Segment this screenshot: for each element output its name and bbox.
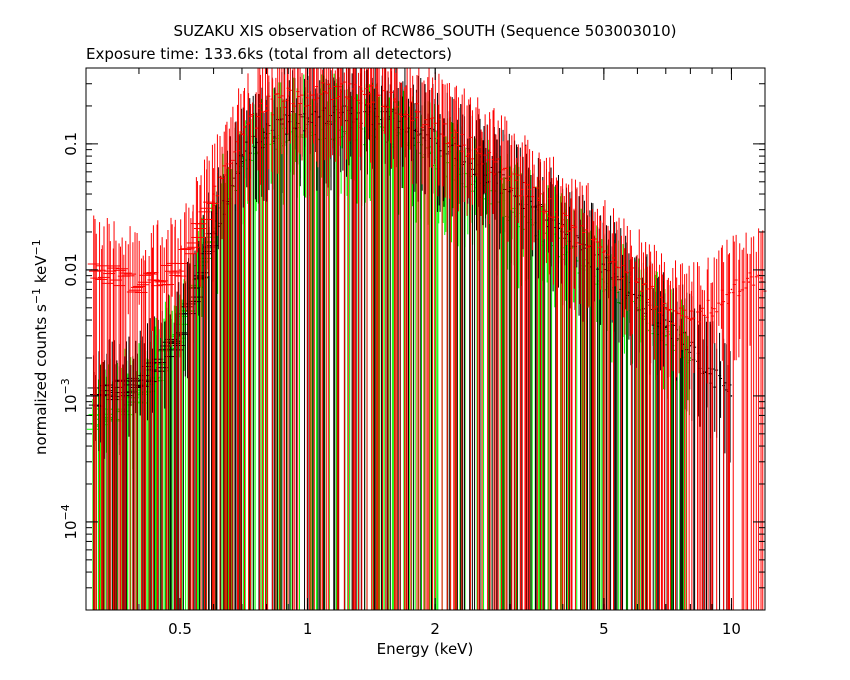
y-tick-label-group: 0.1 [62, 132, 80, 156]
x-tick-label: 1 [303, 620, 313, 638]
x-tick-label: 2 [430, 620, 440, 638]
data-point [265, 105, 268, 107]
y-tick-label: 10−4 [59, 504, 80, 539]
y-tick-label-group: 10−4 [59, 504, 80, 539]
y-tick-label-group: 0.01 [62, 253, 80, 286]
x-tick-label: 10 [722, 620, 741, 638]
y-tick-label-group: 10−3 [59, 378, 80, 413]
axes-layer: 0.5 1 2 5 10 0.1 0.01 10−3 10−4 [59, 67, 765, 638]
data-point [664, 326, 667, 329]
chart-subtitle: Exposure time: 133.6ks (total from all d… [86, 45, 453, 63]
data-point [730, 288, 733, 291]
y-tick-label: 10−3 [59, 378, 80, 413]
series-1 [87, 68, 767, 610]
data-point [664, 307, 667, 309]
y-tick-label: 0.01 [62, 253, 80, 286]
series-layer [86, 68, 767, 610]
x-axis-label: Energy (keV) [376, 640, 474, 658]
data-point [689, 319, 692, 321]
data-point [748, 281, 750, 283]
x-tick-label: 5 [599, 620, 609, 638]
plot-frame [85, 67, 766, 611]
data-point [509, 175, 511, 178]
chart-title: SUZAKU XIS observation of RCW86_SOUTH (S… [173, 22, 677, 40]
y-tick-label: 0.1 [62, 132, 80, 156]
data-point [368, 92, 371, 95]
x-tick-label: 0.5 [168, 620, 192, 638]
data-point [730, 395, 733, 397]
